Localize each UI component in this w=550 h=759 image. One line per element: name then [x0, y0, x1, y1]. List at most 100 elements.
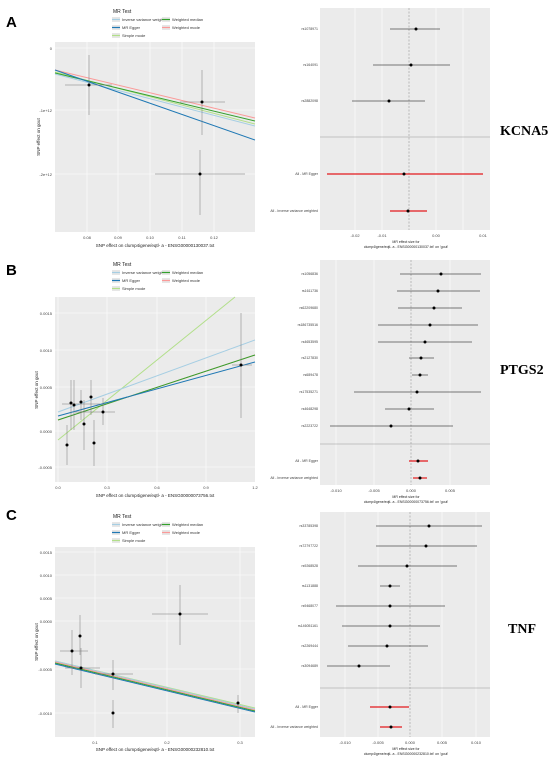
forest-snp-label: rs186735516: [298, 323, 318, 327]
legend-c: MR Test Inverse variance weighted MR Egg…: [112, 514, 203, 543]
forest-point: [357, 664, 361, 668]
legend-item-wmedian-a: Weighted median: [172, 17, 203, 22]
data-point: [92, 441, 96, 445]
legend-item-simple-c: Simple mode: [122, 538, 146, 543]
forest-point: [388, 604, 392, 608]
forest-xtick: -0.005: [368, 488, 380, 493]
xlabel-a: SNP effect on clump4igene/eqtl- a - ENSG…: [96, 243, 215, 248]
forest-xlabel-line1-a: MR effect size for: [392, 240, 420, 244]
legend-item-simple-b: Simple mode: [122, 286, 146, 291]
forest-xtick: 0.005: [437, 740, 448, 745]
data-point: [200, 100, 204, 104]
legend-title-b: MR Test: [113, 262, 132, 268]
data-point: [78, 634, 82, 638]
forest-plot-area-b: [320, 260, 490, 485]
gene-label-a: KCNA5: [500, 124, 549, 139]
legend-item-egger-b: MR Egger: [122, 278, 141, 283]
forest-snp-label: rs4648298: [301, 407, 318, 411]
legend-b: MR Test Inverse variance weighted MR Egg…: [112, 262, 203, 291]
forest-summary-label: All - Inverse variance weighted: [270, 725, 318, 729]
forest-summary-label: All - Inverse variance weighted: [270, 476, 318, 480]
forest-xlabel-line1-b: MR effect size for: [392, 495, 420, 499]
ylabel-a: SNP effect on gout: [36, 117, 41, 155]
forest-xlabel-line2-a: clump4igene/eqtl- a - ENSG00000130037.tx…: [364, 245, 449, 249]
line-weighted-mode-a: [54, 69, 256, 119]
forest-point: [423, 340, 427, 344]
line-weighted-median-c: [54, 662, 256, 712]
ylabel-c: SNP effect on gout: [34, 622, 39, 660]
xtick: 0.3: [237, 740, 243, 745]
xtick: 1.2: [252, 485, 258, 490]
forest-xtick: 0.000: [406, 488, 417, 493]
forest-summary-point: [402, 172, 406, 176]
legend-title-a: MR Test: [113, 9, 132, 15]
forest-snp-label: rs146051161: [298, 624, 318, 628]
forest-snp-label: rs33785398: [300, 524, 319, 528]
forest-summary-label: All - MR Egger: [295, 172, 319, 176]
forest-xtick: -0.005: [372, 740, 384, 745]
forest-xtick: 0.005: [445, 488, 456, 493]
data-point: [178, 612, 182, 616]
legend-item-ivw-b: Inverse variance weighted: [122, 270, 168, 275]
xtick: 0.09: [114, 235, 123, 240]
legend-item-wmedian-c: Weighted median: [172, 522, 203, 527]
forest-xtick: -0.010: [330, 488, 342, 493]
legend-item-ivw-c: Inverse variance weighted: [122, 522, 168, 527]
xtick: 0.0: [55, 485, 61, 490]
data-point: [111, 672, 115, 676]
forest-snp-label: rs62209680: [300, 306, 319, 310]
forest-snp-label: rs9468077: [301, 604, 318, 608]
xtick: 0.3: [104, 485, 110, 490]
panel-letter-c: C: [6, 507, 17, 524]
data-point: [82, 422, 86, 426]
forest-summary-point: [389, 725, 393, 729]
ytick: 0.0010: [40, 348, 53, 353]
xtick: 0.11: [178, 235, 186, 240]
ytick: 0: [50, 46, 53, 51]
forest-snp-label: rs2882098: [301, 99, 318, 103]
forest-point: [415, 390, 419, 394]
forest-snp-label: rs164091: [303, 63, 318, 67]
forest-snp-label: rs689478: [303, 373, 318, 377]
forest-summary-point: [388, 705, 392, 709]
ytick: 0.0010: [40, 573, 53, 578]
plot-area-a: [55, 42, 255, 232]
data-point: [69, 401, 73, 405]
gene-label-c: TNF: [508, 622, 536, 637]
forest-snp-label: rs1078971: [301, 27, 318, 31]
forest-summary-point: [418, 476, 422, 480]
data-point: [70, 649, 74, 653]
data-point: [79, 400, 83, 404]
ytick: -1e+12: [39, 108, 52, 113]
forest-point: [385, 644, 389, 648]
xtick: 0.6: [154, 485, 160, 490]
line-weighted-median-a: [54, 72, 256, 122]
data-point: [111, 711, 115, 715]
legend-item-simple-a: Simple mode: [122, 33, 146, 38]
forest-snp-label: rs72797722: [300, 544, 319, 548]
data-point: [198, 172, 202, 176]
forest-snp-label: rs9268528: [301, 564, 318, 568]
ytick: 0.0015: [40, 550, 53, 555]
forest-summary-point: [416, 459, 420, 463]
forest-xtick: 0.00: [432, 233, 441, 238]
forest-xlabel-line2-b: clump4igene/eqtl- a - ENSG00000073756.tx…: [364, 500, 449, 504]
forest-point: [424, 544, 428, 548]
forest-snp-label: rs1056836: [301, 272, 318, 276]
line-egger-a: [54, 69, 256, 141]
forest-xlabel-line2-c: clump4igene/eqtl- a - ENSG00000232810.tx…: [364, 752, 449, 756]
forest-xtick: 0.01: [479, 233, 488, 238]
legend-item-wmedian-b: Weighted median: [172, 270, 203, 275]
legend-item-egger-c: MR Egger: [122, 530, 141, 535]
forest-point: [387, 99, 391, 103]
xtick: 0.1: [92, 740, 98, 745]
forest-snp-label: rs1131888: [302, 584, 318, 588]
ytick: -0.0005: [38, 667, 52, 672]
panel-letter-b: B: [6, 262, 17, 279]
forest-snp-label: rs4653595: [301, 340, 318, 344]
xtick: 0.10: [146, 235, 155, 240]
ytick: 0.0005: [40, 596, 53, 601]
data-point: [65, 443, 69, 447]
forest-point: [414, 27, 418, 31]
